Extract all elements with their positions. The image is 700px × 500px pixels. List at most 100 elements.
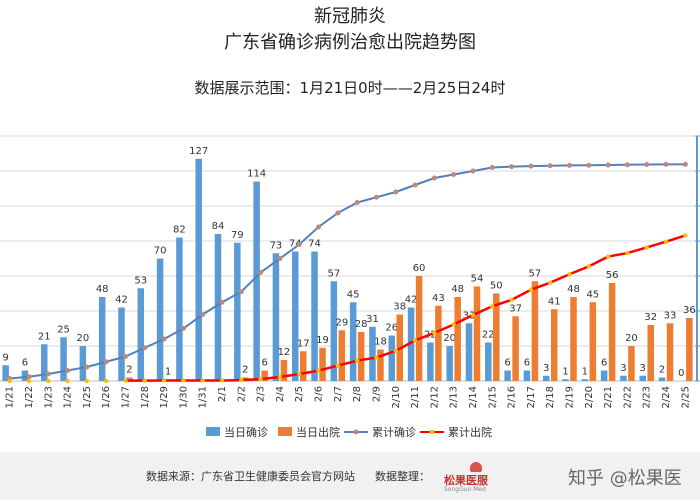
bar-daily-confirmed [98, 297, 106, 381]
point-cumulative-confirmed [451, 172, 457, 177]
bar-daily-confirmed [21, 370, 29, 381]
point-cumulative-confirmed [682, 161, 688, 167]
bar-daily-confirmed [41, 344, 48, 381]
label-daily-confirmed: 42 [405, 295, 418, 306]
bar-daily-discharged [647, 325, 654, 381]
point-cumulative-discharged [123, 378, 128, 383]
bar-daily-confirmed [291, 251, 299, 381]
bar-daily-discharged [126, 377, 133, 381]
point-cumulative-discharged [470, 312, 476, 318]
point-cumulative-confirmed [624, 162, 630, 168]
label-daily-discharged: 20 [625, 333, 638, 344]
point-cumulative-confirmed [258, 270, 264, 275]
point-cumulative-discharged [84, 378, 90, 384]
bar-daily-discharged [666, 323, 674, 381]
label-daily-discharged: 38 [393, 302, 406, 313]
x-tick-label: 1/24 [63, 386, 74, 408]
point-cumulative-discharged [567, 272, 572, 277]
bar-daily-confirmed [272, 253, 280, 381]
songguo-logo: 松果医服 SongGuo Med [444, 460, 514, 496]
point-cumulative-discharged [26, 378, 32, 384]
label-daily-discharged: 2 [242, 365, 248, 376]
label-daily-discharged: 36 [683, 305, 696, 316]
point-cumulative-confirmed [316, 224, 322, 230]
line-cumulative-discharged [125, 234, 686, 382]
bar-daily-discharged [550, 309, 558, 381]
legend-marker [429, 429, 435, 435]
label-daily-confirmed: 31 [366, 314, 379, 325]
x-tick-label: 2/25 [680, 386, 691, 408]
x-tick-label: 1/31 [198, 386, 209, 408]
x-tick-label: 1/22 [24, 386, 35, 408]
label-daily-confirmed: 20 [77, 333, 90, 344]
zhihu-watermark: 知乎 @松果医 [568, 468, 682, 489]
label-daily-discharged: 17 [297, 338, 310, 349]
bar-daily-discharged [493, 293, 500, 381]
bar-daily-confirmed [523, 370, 531, 381]
point-cumulative-confirmed [489, 165, 495, 170]
x-tick-label: 1/21 [5, 386, 16, 408]
legend-marker [353, 429, 359, 435]
chart-titles: 新冠肺炎 广东省确诊病例治愈出院趋势图 数据展示范围：1月21日0时——2月25… [0, 0, 700, 98]
label-daily-discharged: 18 [374, 337, 387, 348]
label-daily-confirmed: 42 [115, 295, 128, 306]
x-tick-label: 2/10 [391, 386, 402, 408]
point-cumulative-confirmed [65, 368, 71, 373]
point-cumulative-discharged [528, 287, 534, 293]
point-cumulative-discharged [200, 378, 205, 383]
x-tick-label: 2/17 [526, 386, 537, 408]
bar-daily-discharged [454, 297, 461, 381]
point-cumulative-discharged [103, 378, 109, 384]
bar-daily-discharged [261, 370, 268, 381]
x-tick-label: 2/18 [545, 386, 556, 408]
x-tick-label: 1/30 [178, 386, 189, 408]
label-daily-confirmed: 9 [2, 352, 8, 363]
label-daily-discharged: 32 [644, 312, 657, 323]
point-cumulative-confirmed [354, 200, 360, 205]
bar-daily-confirmed [2, 365, 9, 381]
point-cumulative-discharged [239, 377, 244, 383]
bar-daily-confirmed [330, 281, 338, 381]
bar-daily-confirmed [485, 342, 492, 381]
label-daily-discharged: 29 [335, 317, 348, 328]
bar-daily-discharged [357, 332, 365, 381]
x-tick-label: 2/4 [275, 386, 286, 402]
x-tick-label: 2/5 [294, 386, 305, 402]
label-daily-discharged: 2 [126, 365, 132, 376]
label-daily-confirmed: 45 [347, 289, 360, 300]
point-cumulative-discharged [65, 378, 70, 384]
label-daily-discharged: 50 [490, 281, 503, 292]
point-cumulative-confirmed [219, 299, 225, 305]
x-tick-label: 2/8 [352, 386, 363, 402]
point-cumulative-confirmed [238, 289, 244, 295]
point-cumulative-discharged [663, 239, 669, 244]
legend-label: 当日确诊 [224, 425, 268, 439]
legend-swatch [278, 427, 292, 436]
point-cumulative-confirmed [103, 359, 109, 365]
bar-daily-confirmed [79, 346, 87, 381]
label-daily-discharged: 57 [529, 268, 542, 279]
x-tick-label: 2/22 [622, 386, 633, 408]
x-tick-label: 2/20 [584, 386, 595, 408]
bar-daily-discharged [531, 281, 539, 381]
bar-daily-confirmed [195, 158, 202, 381]
bar-daily-discharged [608, 283, 616, 381]
point-cumulative-discharged [46, 378, 51, 384]
point-cumulative-confirmed [335, 210, 341, 216]
x-tick-label: 2/24 [661, 386, 672, 408]
bar-daily-confirmed [407, 307, 415, 381]
bar-daily-discharged [589, 302, 597, 381]
label-daily-discharged: 54 [471, 274, 484, 285]
legend-label: 累计出院 [448, 425, 492, 439]
label-daily-discharged: 1 [165, 366, 171, 377]
bar-daily-confirmed [504, 370, 511, 381]
label-daily-discharged: 43 [432, 293, 445, 304]
x-tick-label: 2/23 [642, 386, 653, 408]
point-cumulative-discharged [412, 338, 418, 343]
bar-daily-confirmed [311, 251, 318, 381]
bar-daily-confirmed [369, 326, 376, 381]
data-source-text: 数据来源：广东省卫生健康委员会官方网站 [146, 470, 355, 483]
point-cumulative-discharged [354, 358, 360, 363]
x-tick-label: 2/11 [410, 386, 421, 408]
